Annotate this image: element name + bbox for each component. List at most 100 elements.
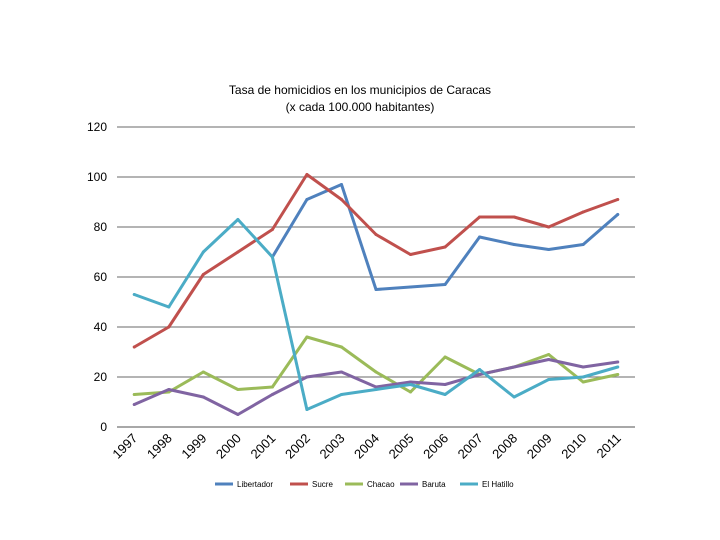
data-point-el-hatillo <box>167 305 171 309</box>
data-point-chacao <box>547 353 551 356</box>
x-tick-label: 2006 <box>420 431 451 462</box>
data-point-el-hatillo <box>409 383 413 386</box>
legend-label-baruta: Baruta <box>422 480 446 489</box>
x-tick-label: 2003 <box>317 431 348 462</box>
data-point-chacao <box>581 380 585 384</box>
data-point-chacao <box>443 355 447 359</box>
y-tick-label: 100 <box>87 170 107 184</box>
series-line-sucre <box>132 173 620 349</box>
data-point-baruta <box>581 365 585 369</box>
data-point-chacao <box>201 370 205 374</box>
data-point-libertador <box>339 183 343 186</box>
y-tick-label: 60 <box>94 270 108 284</box>
data-point-libertador <box>409 285 413 289</box>
chart-title: Tasa de homicidios en los municipios de … <box>228 83 492 97</box>
data-point-libertador <box>305 198 309 201</box>
data-point-el-hatillo <box>581 375 585 379</box>
data-point-baruta <box>478 373 482 376</box>
x-tick-label: 2007 <box>455 431 486 462</box>
data-point-el-hatillo <box>443 393 447 396</box>
x-tick-label: 2010 <box>558 431 589 462</box>
y-tick-label: 0 <box>100 420 107 434</box>
data-point-baruta <box>339 370 343 374</box>
data-point-libertador <box>581 243 585 246</box>
x-tick-label: 2011 <box>593 431 623 461</box>
data-point-sucre <box>236 250 240 254</box>
data-point-libertador <box>512 243 516 246</box>
data-point-sucre <box>270 228 274 231</box>
data-point-baruta <box>201 395 205 399</box>
data-point-sucre <box>547 225 551 229</box>
data-point-chacao <box>339 345 343 349</box>
data-point-baruta <box>132 403 136 406</box>
legend-label-chacao: Chacao <box>367 480 395 489</box>
data-point-baruta <box>443 383 447 386</box>
data-point-libertador <box>443 283 447 286</box>
data-point-chacao <box>409 390 413 394</box>
x-tick-label: 2005 <box>386 431 417 462</box>
data-point-baruta <box>167 388 171 391</box>
x-tick-label: 2000 <box>213 431 244 462</box>
data-point-sucre <box>443 245 447 249</box>
data-point-libertador <box>478 235 482 239</box>
y-tick-label: 40 <box>94 320 108 334</box>
data-point-libertador <box>547 248 551 251</box>
data-point-baruta <box>236 413 240 416</box>
data-point-chacao <box>132 393 136 396</box>
data-point-sucre <box>409 253 413 256</box>
data-point-el-hatillo <box>270 255 274 259</box>
chart-subtitle: (x cada 100.000 habitantes) <box>285 100 435 114</box>
data-point-libertador <box>374 288 378 291</box>
x-tick-label: 1999 <box>178 431 209 462</box>
data-point-el-hatillo <box>201 250 205 254</box>
y-tick-label: 120 <box>87 120 107 134</box>
y-tick-label: 80 <box>94 220 108 234</box>
data-point-libertador <box>616 213 620 216</box>
data-point-el-hatillo <box>512 395 516 399</box>
data-point-chacao <box>270 385 274 389</box>
data-point-chacao <box>374 370 378 374</box>
series-line-libertador <box>270 183 620 291</box>
legend-label-libertador: Libertador <box>237 480 273 489</box>
data-point-baruta <box>409 380 413 384</box>
x-tick-label: 2001 <box>247 431 278 462</box>
legend-label-sucre: Sucre <box>312 480 333 489</box>
data-point-sucre <box>339 198 343 201</box>
x-tick-label: 2004 <box>351 431 382 462</box>
data-point-el-hatillo <box>236 218 240 221</box>
data-point-baruta <box>512 365 516 369</box>
x-tick-label: 2002 <box>282 431 313 462</box>
data-point-sucre <box>581 210 585 214</box>
data-point-baruta <box>374 385 378 389</box>
data-point-el-hatillo <box>616 365 620 369</box>
data-point-baruta <box>305 375 309 379</box>
y-tick-label: 20 <box>94 370 108 384</box>
legend-label-el-hatillo: El Hatillo <box>482 480 514 489</box>
x-tick-label: 2009 <box>524 431 555 462</box>
data-point-el-hatillo <box>478 368 482 371</box>
data-point-chacao <box>236 388 240 391</box>
data-point-baruta <box>270 393 274 396</box>
data-point-baruta <box>616 360 620 364</box>
x-tick-label: 2008 <box>489 431 520 462</box>
data-point-el-hatillo <box>547 378 551 381</box>
data-point-chacao <box>616 373 620 376</box>
data-point-el-hatillo <box>374 388 378 391</box>
data-point-el-hatillo <box>305 408 309 411</box>
data-point-el-hatillo <box>132 293 136 296</box>
data-point-sucre <box>201 273 205 276</box>
data-point-sucre <box>305 173 309 176</box>
data-point-el-hatillo <box>339 393 343 396</box>
data-point-sucre <box>374 233 378 236</box>
x-tick-label: 1997 <box>109 431 140 462</box>
data-point-sucre <box>478 215 482 219</box>
data-point-sucre <box>167 325 171 329</box>
data-point-chacao <box>305 335 309 339</box>
x-tick-label: 1998 <box>144 431 175 462</box>
data-point-baruta <box>547 358 551 361</box>
data-point-sucre <box>132 345 136 349</box>
data-point-sucre <box>512 215 516 219</box>
data-point-sucre <box>616 198 620 201</box>
